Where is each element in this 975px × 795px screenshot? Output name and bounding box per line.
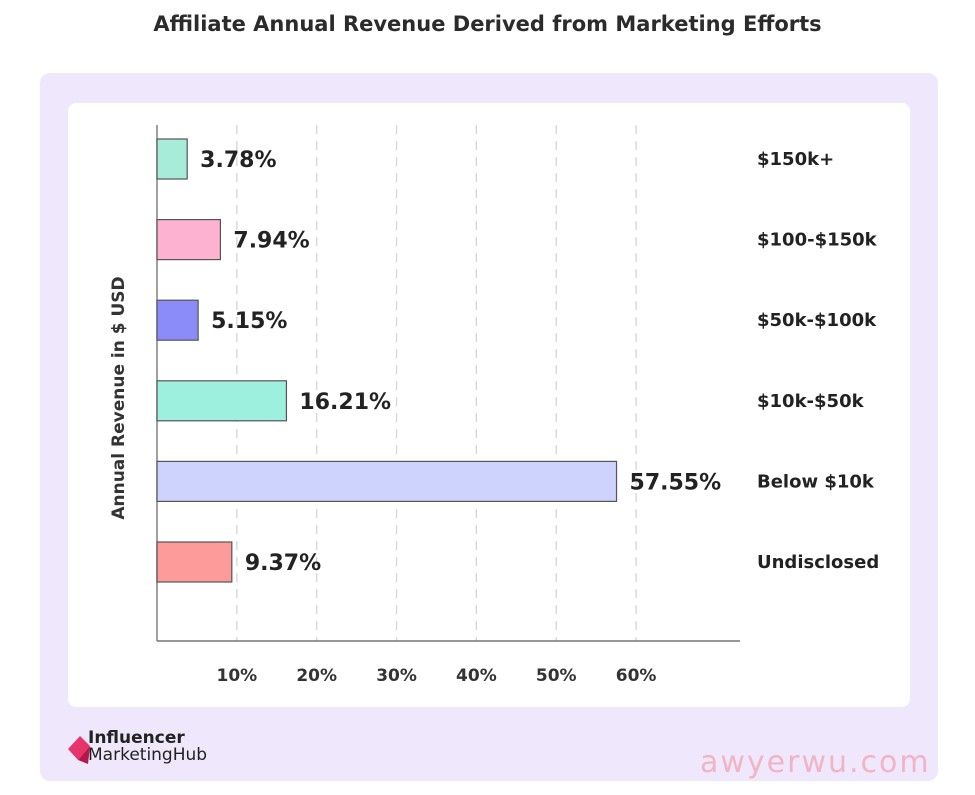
data-label: 16.21%	[299, 390, 391, 415]
x-tick-label: 50%	[536, 666, 577, 686]
watermark: awyerwu.com	[700, 745, 931, 780]
logo-text-line1: Influencer	[88, 728, 185, 748]
data-label: 9.37%	[245, 551, 321, 576]
category-label: $50k-$100k	[757, 310, 877, 331]
data-label: 57.55%	[630, 470, 722, 495]
chart-title: Affiliate Annual Revenue Derived from Ma…	[153, 12, 822, 36]
logo-text-line2: MarketingHub	[88, 745, 208, 765]
bar	[156, 138, 188, 180]
x-tick-label: 30%	[376, 666, 417, 686]
bar	[156, 380, 288, 422]
influencer-marketing-hub-logo-icon	[68, 736, 90, 764]
bar	[156, 460, 618, 502]
x-tick-label: 60%	[616, 666, 657, 686]
category-label: $150k+	[757, 149, 834, 170]
x-tick-label: 40%	[456, 666, 497, 686]
data-label: 5.15%	[211, 309, 287, 334]
data-label: 3.78%	[200, 148, 276, 173]
category-label: Below $10k	[757, 471, 875, 492]
x-tick-label: 10%	[216, 666, 257, 686]
category-label: Undisclosed	[757, 552, 879, 573]
bar	[156, 299, 199, 341]
bar	[156, 219, 222, 261]
category-label: $10k-$50k	[757, 391, 865, 412]
category-label: $100-$150k	[757, 230, 878, 251]
data-label: 7.94%	[233, 229, 309, 254]
bar	[156, 541, 233, 583]
x-tick-label: 20%	[296, 666, 337, 686]
